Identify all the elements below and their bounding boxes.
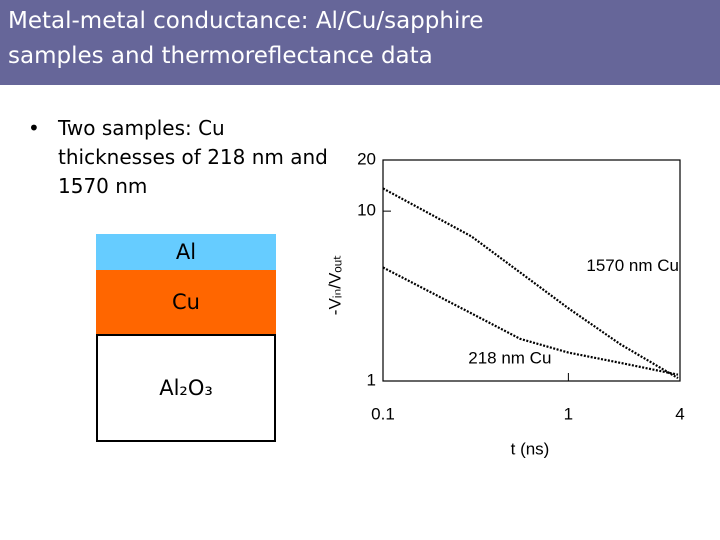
y-tick-label: 10: [357, 201, 376, 220]
data-line: [382, 266, 679, 376]
title-line: Metal-metal conductance: Al/Cu/sapphire: [8, 8, 484, 34]
data-line: [382, 187, 679, 380]
y-tick-label: 20: [357, 149, 376, 168]
x-tick-label: 1: [564, 404, 573, 423]
bullet-text: Two samples: Cu thicknesses of 218 nm an…: [58, 116, 328, 198]
x-tick-label: 0.1: [371, 404, 395, 423]
bullet: • Two samples: Cu thicknesses of 218 nm a…: [28, 114, 328, 201]
header: Metal-metal conductance: Al/Cu/sapphire …: [0, 0, 720, 85]
layer-al: Al: [96, 234, 276, 270]
title-line: samples and thermoreflectance data: [8, 43, 433, 69]
layer-cu: Cu: [96, 270, 276, 334]
x-axis-label: t (ns): [511, 439, 550, 458]
x-tick-label: 4: [675, 404, 684, 423]
layer-substrate: Al₂O₃: [96, 334, 276, 442]
y-tick-label: 1: [367, 370, 376, 389]
y-axis-label: -Vᵢₙ/Vₒᵤₜ: [325, 255, 344, 315]
series-label: 218 nm Cu: [468, 348, 551, 367]
plot-frame: [382, 159, 681, 382]
series-label: 1570 nm Cu: [586, 256, 679, 275]
